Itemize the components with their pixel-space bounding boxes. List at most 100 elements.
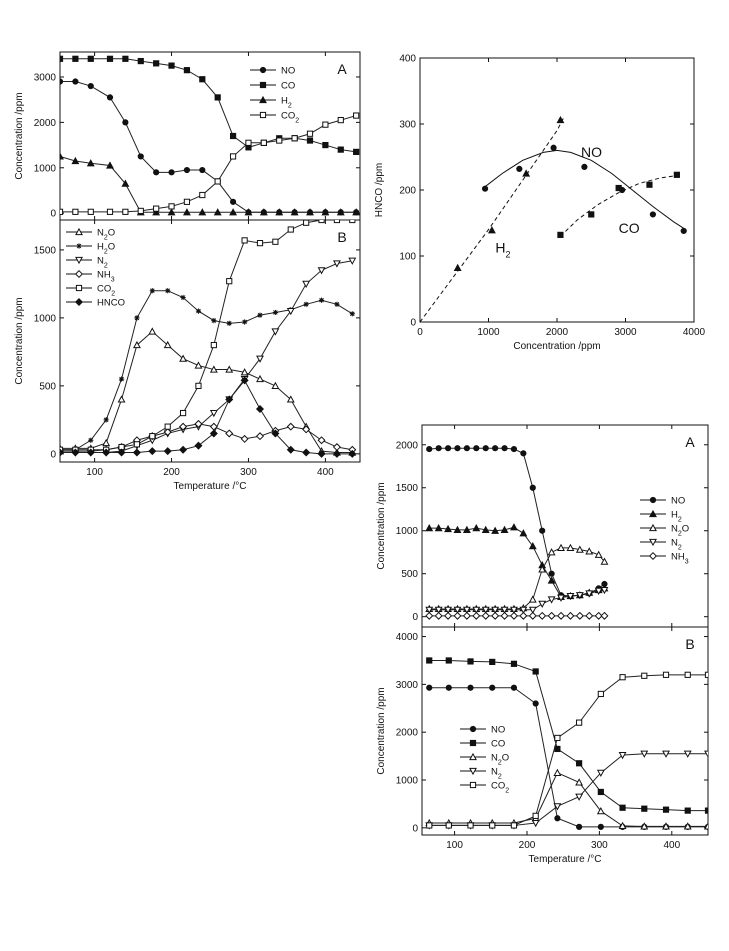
annotation-label: H2	[495, 240, 510, 260]
data-point	[453, 606, 462, 614]
data-point	[554, 745, 561, 753]
data-point	[528, 542, 537, 550]
data-point	[226, 320, 232, 326]
legend-label: H2	[281, 96, 292, 110]
series-fit-line	[484, 149, 684, 229]
data-point	[303, 220, 310, 226]
data-point	[519, 529, 528, 537]
data-point	[244, 208, 253, 216]
y-axis-label: Concentration /ppm	[376, 482, 387, 569]
legend-label: N2O	[671, 524, 689, 538]
data-point	[286, 422, 295, 431]
data-point	[194, 361, 203, 369]
data-point	[481, 525, 490, 533]
data-point	[71, 448, 80, 457]
data-point	[348, 257, 357, 265]
legend-marker	[75, 284, 83, 292]
data-point	[426, 657, 433, 664]
data-layer	[425, 657, 708, 830]
series-line	[429, 447, 605, 597]
data-point	[348, 449, 357, 458]
data-point	[487, 226, 496, 234]
legend-label: NO	[491, 725, 505, 736]
data-point	[291, 135, 298, 142]
data-point	[532, 812, 539, 819]
data-point	[349, 311, 355, 317]
x-tick-label: 200	[519, 840, 536, 851]
data-point	[242, 319, 248, 325]
legend-marker	[469, 752, 477, 761]
data-point	[229, 153, 237, 160]
series-line	[429, 674, 708, 826]
data-point	[60, 78, 64, 85]
data-point	[88, 437, 94, 443]
data-point	[306, 130, 314, 137]
data-point	[148, 327, 157, 335]
data-point	[557, 611, 566, 620]
x-tick-label: 3000	[614, 327, 637, 338]
data-point	[164, 423, 171, 430]
data-point	[641, 672, 648, 679]
data-point	[72, 55, 79, 62]
data-point	[102, 448, 111, 457]
chart-temperature-panel-a: 0 1000 2000 3000 Concentration /ppm A NO CO H2CO…	[14, 51, 361, 221]
annotation-label: NO	[581, 144, 602, 160]
data-point	[209, 409, 218, 418]
data-layer	[60, 220, 357, 458]
legend-label: CO2	[281, 111, 299, 125]
data-point	[491, 526, 500, 534]
data-point	[117, 448, 126, 457]
data-point	[226, 278, 233, 285]
data-point	[481, 606, 490, 614]
data-point	[680, 227, 687, 235]
data-point	[467, 658, 474, 665]
data-point	[106, 161, 114, 169]
data-point	[229, 132, 237, 140]
data-point	[510, 606, 518, 614]
data-point	[276, 137, 283, 144]
y-tick-label: 4000	[396, 632, 419, 643]
data-point	[597, 690, 604, 698]
data-point	[60, 55, 64, 62]
data-point	[641, 805, 648, 812]
legend-marker	[259, 66, 267, 74]
data-point	[152, 208, 161, 216]
data-point	[462, 525, 471, 533]
data-point	[522, 169, 531, 177]
annotation-label: CO	[619, 220, 640, 236]
data-point	[149, 288, 155, 294]
data-point	[434, 611, 443, 620]
data-point	[256, 374, 264, 383]
data-point	[673, 171, 680, 178]
y-tick-label: 1000	[396, 526, 419, 537]
data-point	[240, 376, 249, 385]
data-point	[594, 587, 603, 596]
data-point	[581, 163, 588, 170]
data-point	[585, 547, 594, 555]
legend-label: NO	[281, 66, 295, 77]
data-point	[317, 436, 326, 445]
y-tick-label: 1000	[34, 163, 57, 174]
data-point	[194, 441, 203, 450]
data-point	[241, 237, 248, 244]
data-point	[482, 445, 489, 452]
data-point	[336, 208, 345, 216]
data-point	[134, 315, 140, 321]
data-point	[353, 148, 360, 155]
data-layer	[420, 115, 687, 322]
data-point	[510, 445, 518, 453]
data-point	[516, 165, 523, 172]
y-tick-label: 3000	[34, 72, 57, 83]
data-point	[333, 220, 341, 224]
data-point	[179, 354, 188, 362]
y-tick-label: 500	[401, 569, 418, 580]
y-tick-label: 400	[399, 54, 416, 65]
legend-label: H2O	[97, 242, 115, 256]
data-point	[684, 671, 691, 678]
data-point	[167, 208, 176, 216]
